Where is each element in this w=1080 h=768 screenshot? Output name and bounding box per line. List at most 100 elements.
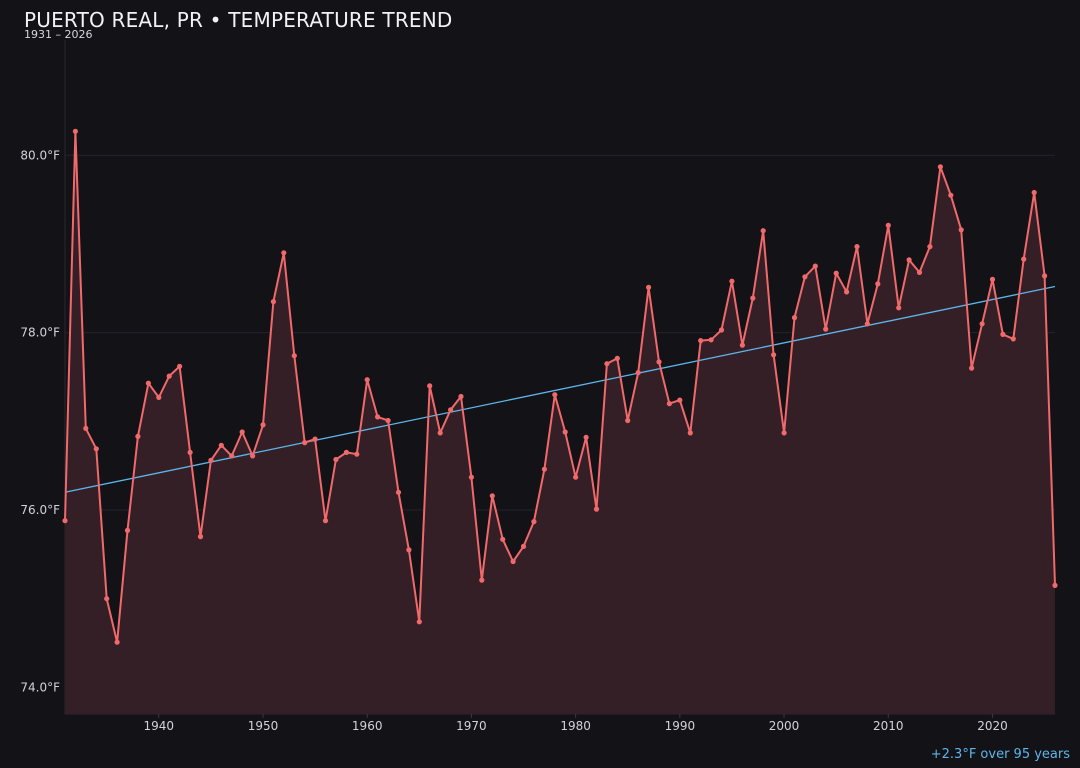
data-point [635,370,641,376]
data-point [343,449,349,455]
data-point [197,534,204,540]
data-point [520,543,527,550]
data-point [781,430,787,436]
data-point [771,352,777,358]
data-point [62,518,68,524]
data-point [666,401,673,407]
x-tick-label: 1960 [352,719,383,733]
data-point [322,518,329,524]
data-point [969,365,975,371]
data-point [291,353,297,359]
data-point [448,407,454,413]
data-point [708,337,714,343]
data-point [646,284,652,290]
data-point [93,446,99,452]
trend-summary: +2.3°F over 95 years [930,747,1070,762]
data-point [1052,582,1058,589]
data-point [385,417,391,424]
data-point [718,327,725,333]
data-point [437,430,443,436]
data-point [698,338,704,344]
data-point [479,577,485,583]
y-tick-label: 74.0°F [20,680,60,694]
x-tick-label: 2010 [873,719,904,733]
data-point [791,315,798,321]
data-point [156,394,162,400]
data-point [458,393,464,400]
data-point [583,434,589,440]
data-point [510,558,516,565]
data-point [864,321,871,327]
data-point [823,326,829,332]
data-point [187,449,193,455]
data-point [937,164,944,170]
data-point [395,489,402,495]
data-point [573,474,579,480]
data-point [354,451,360,457]
data-point [531,519,537,525]
data-point [854,244,860,250]
data-point [364,377,370,383]
data-point [250,453,256,459]
data-point [1010,336,1016,342]
data-point [333,456,339,463]
data-point [750,295,756,301]
x-tick-label: 1940 [144,719,175,733]
x-tick-label: 1950 [248,719,279,733]
data-point [114,639,120,645]
data-point [593,506,600,512]
data-point [489,493,495,499]
data-point [208,457,214,463]
data-point [958,227,964,233]
data-point [833,270,839,276]
data-point [687,430,693,436]
data-point [427,383,433,389]
x-tick-label: 1970 [456,719,487,733]
data-point [302,440,308,446]
data-point [83,425,89,431]
data-point [500,536,506,542]
y-tick-label: 76.0°F [20,503,60,517]
data-point [896,305,902,311]
data-point [625,417,631,424]
data-point [260,422,266,428]
data-point [281,250,287,256]
x-tick-label: 1980 [560,719,591,733]
data-point [906,257,912,263]
x-tick-label: 2020 [977,719,1008,733]
data-point [677,397,683,403]
data-point [312,436,318,442]
data-point [979,321,985,327]
data-point [270,299,276,305]
data-point [145,380,151,386]
temperature-area [65,131,1055,715]
data-point [239,429,245,435]
x-tick-label: 2000 [769,719,800,733]
data-point [927,244,933,250]
data-point [739,342,746,348]
data-point [802,274,808,280]
data-point [166,373,172,379]
data-point [1000,331,1006,337]
trend-line [64,285,1056,493]
chart-title: PUERTO REAL, PR • TEMPERATURE TREND [24,8,453,32]
chart-subtitle: 1931 – 2026 [24,28,93,41]
data-point [885,222,891,228]
data-point [1031,189,1037,196]
data-point [1042,273,1048,279]
data-point [124,527,131,534]
x-axis-ticks: 1940 1950 1960 1970 1980 1990 2000 2010 2020 [144,714,1008,733]
data-point [812,263,818,269]
data-point [604,361,610,367]
y-tick-label: 80.0°F [20,148,60,162]
data-point [177,363,183,369]
data-point [760,228,766,234]
data-point [375,414,381,420]
data-point [562,429,568,435]
data-point [614,355,620,361]
data-point [916,269,923,275]
data-point [552,392,558,398]
data-point [729,278,735,284]
y-axis-ticks: 74.0°F 76.0°F 78.0°F 80.0°F [20,148,60,694]
